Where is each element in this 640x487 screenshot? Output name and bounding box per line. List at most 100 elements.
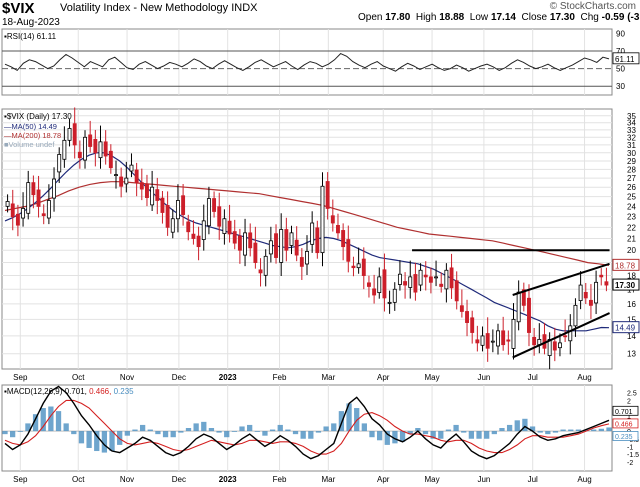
macd-histogram-bar [522, 418, 528, 432]
candle-body [356, 263, 361, 269]
candle-body [315, 227, 320, 254]
candle-body [336, 225, 340, 234]
macd-histogram-bar [422, 431, 429, 435]
candle-body [217, 206, 222, 227]
price-tick-label: 26 [627, 183, 636, 192]
macd-tick-label: 2 [627, 398, 631, 405]
price-tick-label: 20 [627, 246, 636, 255]
price-tick-label: 14 [627, 332, 636, 341]
candle-body [274, 233, 278, 258]
price-xaxis-label: Apr [377, 373, 390, 382]
candle-body [145, 183, 149, 198]
macd-xaxis-label: Jun [477, 475, 490, 484]
price-xaxis-label: May [424, 373, 439, 382]
macd-histogram-bar [109, 431, 115, 452]
macd-histogram-bar [598, 428, 604, 432]
candle-body [511, 318, 516, 349]
macd-histogram-bar [32, 414, 39, 432]
high-value: 18.88 [439, 12, 465, 23]
candle-body [186, 221, 191, 233]
candle-body [243, 232, 247, 256]
price-tick-label: 27 [627, 174, 636, 183]
macd-legend: ▪MACD(12,26,9) 0.701, 0.466, 0.235 [4, 387, 134, 396]
candle-body [423, 274, 428, 278]
open-label: Open [358, 12, 383, 23]
macd-tick-label: -2 [627, 460, 633, 467]
macd-histogram-bar [529, 426, 536, 432]
candle-body [310, 222, 315, 245]
candle-body [397, 273, 402, 285]
macd-histogram-bar [193, 423, 199, 432]
macd-histogram-bar [506, 424, 513, 432]
macd-histogram-bar [300, 431, 306, 439]
rsi-tick-label: 30 [616, 82, 625, 91]
macd-value-tag [612, 418, 639, 429]
macd-histogram-bar [71, 431, 77, 435]
price-tick-label: 23 [627, 213, 636, 222]
candle-body [573, 304, 578, 327]
low-value: 17.14 [490, 12, 516, 23]
trendline [512, 312, 610, 359]
candle-body [439, 283, 444, 287]
candle-body [160, 197, 165, 213]
chart-date: 18-Aug-2023 [2, 17, 60, 28]
candle-body [521, 289, 526, 306]
macd-histogram-bar [185, 428, 192, 432]
macd-histogram-bar [162, 431, 169, 438]
price-tick-label: 13 [627, 350, 636, 359]
macd-histogram-bar [575, 429, 582, 432]
candle-body [341, 230, 346, 248]
price-value-label: 18.78 [615, 261, 636, 270]
rsi-tick-label: 90 [616, 29, 625, 38]
candle-body [459, 305, 464, 312]
candle-body [227, 220, 232, 235]
candle-body [284, 229, 289, 251]
macd-signal-line [4, 399, 610, 455]
price-tick-label: 18 [627, 272, 636, 281]
macd-histogram-bar [323, 426, 329, 432]
macd-histogram-bar [94, 431, 100, 452]
candle-body [408, 276, 413, 288]
macd-histogram-bar [407, 431, 413, 435]
macd-xaxis-label: Sep [13, 475, 28, 484]
price-tick-label: 34 [627, 119, 636, 128]
rsi-tick-label: 70 [616, 47, 625, 56]
macd-histogram-bar [591, 429, 597, 432]
chg-label: Chg [580, 12, 599, 23]
macd-histogram-bar [568, 429, 574, 432]
macd-histogram-bar [468, 431, 475, 439]
candle-body [258, 269, 263, 274]
macd-histogram-bar [476, 431, 482, 439]
candle-body [428, 276, 433, 283]
low-label: Low [469, 12, 489, 23]
candle-body [366, 282, 371, 287]
macd-histogram-bar [269, 429, 276, 432]
candle-body [325, 181, 330, 209]
macd-histogram-bar [239, 426, 245, 432]
macd-histogram-bar [139, 424, 146, 432]
price-tick-label: 24 [627, 202, 636, 211]
price-legend-title: ▪$VIX (Daily) 17.30 [4, 112, 72, 121]
macd-tick-label: -1.5 [627, 452, 639, 459]
macd-histogram-bar [438, 431, 444, 439]
macd-histogram-bar [124, 431, 130, 436]
candle-body [346, 239, 351, 262]
price-value-label: 17.30 [615, 281, 636, 290]
candle-body [558, 342, 562, 349]
candle-body [191, 233, 196, 239]
candle-body [568, 325, 573, 342]
candle-body [382, 269, 387, 299]
candle-body [527, 297, 531, 333]
macd-value-tag [612, 431, 639, 441]
macd-tick-label: 2.5 [627, 391, 637, 398]
macd-histogram-bar [461, 431, 467, 433]
candle-body [377, 276, 382, 294]
close-value: 17.30 [549, 12, 575, 23]
candle-body [547, 338, 552, 356]
candle-body [103, 141, 108, 157]
candle-body [222, 218, 227, 234]
candle-body [77, 151, 82, 159]
macd-xaxis-label: Nov [120, 475, 134, 484]
macd-xaxis-label: Mar [321, 475, 335, 484]
symbol-title: $VIX [2, 0, 35, 17]
